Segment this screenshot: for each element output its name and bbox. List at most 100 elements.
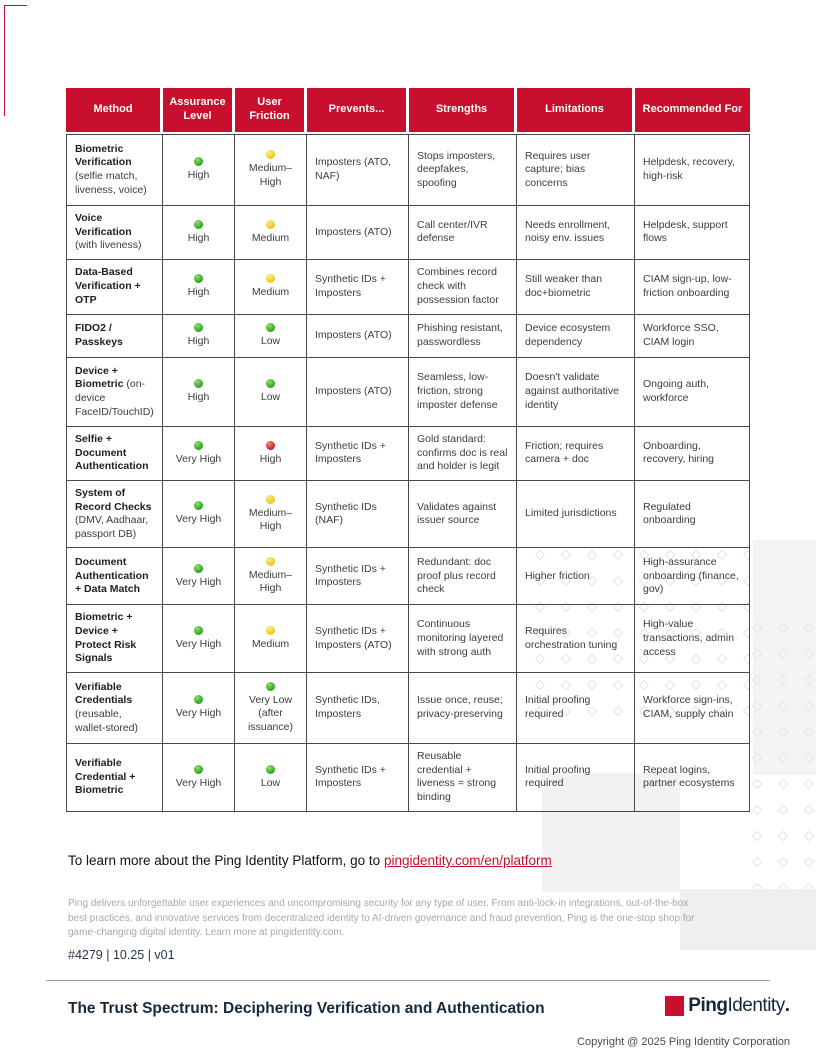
corner-bracket-mark xyxy=(4,5,27,116)
table-row: Verifiable Credentials (reusable, wallet… xyxy=(66,673,750,745)
method-name: Document Authentication + Data Match xyxy=(75,556,149,596)
assurance-cell: High xyxy=(163,357,235,427)
assurance-dot-icon xyxy=(194,157,203,167)
method-cell: Document Authentication + Data Match xyxy=(66,548,163,606)
friction-cell: Low xyxy=(235,314,307,358)
assurance-level: Very High xyxy=(175,575,222,588)
friction-dot-icon xyxy=(266,274,275,284)
limitations-cell: Needs enrollment, noisy env. issues xyxy=(517,206,635,260)
table-row: System of Record Checks (DMV, Aadhaar, p… xyxy=(66,480,750,549)
recommended-cell: Regulated onboarding xyxy=(635,480,750,549)
assurance-level: High xyxy=(187,391,210,404)
background-square xyxy=(542,773,680,892)
strengths-cell: Stops imposters, deepfakes, spoofing xyxy=(409,134,517,206)
logo-trademark-dot: . xyxy=(784,995,790,1016)
method-name: Selfie + Document Authentication xyxy=(75,432,149,473)
strengths-cell: Combines record check with possession fa… xyxy=(409,259,517,315)
method-cell: Verifiable Credential + Biometric xyxy=(66,744,163,812)
method-note: (on-device FaceID/TouchID) xyxy=(75,378,154,418)
limitations-cell: Limited jurisdictions xyxy=(517,480,635,549)
friction-cell: Medium–High xyxy=(235,480,307,549)
table-header-row: Method Assurance Level User Friction Pre… xyxy=(66,88,750,134)
assurance-cell: Very High xyxy=(163,480,235,549)
method-cell: System of Record Checks (DMV, Aadhaar, p… xyxy=(66,480,163,549)
assurance-cell: Very High xyxy=(163,426,235,481)
method-cell: Verifiable Credentials (reusable, wallet… xyxy=(66,673,163,745)
method-name: Biometric + Device + Protect Risk Signal… xyxy=(75,611,137,665)
friction-cell: High xyxy=(235,426,307,481)
platform-link[interactable]: pingidentity.com/en/platform xyxy=(383,853,552,868)
table-row: Device + Biometric (on-device FaceID/Tou… xyxy=(66,357,750,427)
friction-cell: Very Low (after issuance) xyxy=(235,673,307,745)
method-cell: Biometric Verification (selfie match, li… xyxy=(66,134,163,206)
friction-dot-icon xyxy=(266,219,275,229)
recommended-cell: CIAM sign-up, low-friction onboarding xyxy=(635,259,750,315)
column-header-assurance: Assurance Level xyxy=(163,88,235,134)
friction-level: Medium xyxy=(251,286,290,299)
assurance-dot-icon xyxy=(194,440,203,450)
method-name: Biometric Verification xyxy=(75,142,132,169)
recommended-cell: Helpdesk, support flows xyxy=(635,206,750,260)
assurance-dot-icon xyxy=(194,501,203,511)
strengths-cell: Reusable credential + liveness = strong … xyxy=(409,744,517,812)
friction-cell: Low xyxy=(235,744,307,812)
friction-dot-icon xyxy=(266,494,275,504)
column-header-recommended: Recommended For xyxy=(635,88,750,134)
strengths-cell: Seamless, low-friction, strong imposter … xyxy=(409,357,517,427)
assurance-dot-icon xyxy=(194,323,203,333)
diamond-pattern xyxy=(744,615,816,893)
table-row: Data-Based Verification + OTP High Mediu… xyxy=(66,259,750,315)
assurance-dot-icon xyxy=(194,379,203,389)
strengths-cell: Gold standard: confirms doc is real and … xyxy=(409,426,517,481)
assurance-dot-icon xyxy=(194,563,203,573)
assurance-dot-icon xyxy=(194,764,203,774)
logo-red-square-icon xyxy=(665,996,685,1016)
assurance-level: Very High xyxy=(175,776,222,789)
verification-methods-table: Method Assurance Level User Friction Pre… xyxy=(66,88,750,812)
prevents-cell: Synthetic IDs, Imposters xyxy=(307,673,409,745)
friction-cell: Medium xyxy=(235,605,307,674)
method-name: FIDO2 / Passkeys xyxy=(75,322,123,348)
logo-text-light: Identity xyxy=(727,995,785,1016)
assurance-cell: High xyxy=(163,206,235,260)
prevents-cell: Imposters (ATO) xyxy=(307,357,409,427)
friction-dot-icon xyxy=(266,150,275,160)
friction-cell: Medium–High xyxy=(235,548,307,606)
method-note: (selfie match, liveness, voice) xyxy=(75,170,147,196)
prevents-cell: Synthetic IDs + Imposters xyxy=(307,744,409,812)
table-row: Biometric Verification (selfie match, li… xyxy=(66,134,750,206)
assurance-dot-icon xyxy=(194,625,203,635)
assurance-level: Very High xyxy=(175,707,222,720)
friction-dot-icon xyxy=(266,440,275,450)
table-row: Verifiable Credential + Biometric Very H… xyxy=(66,744,750,812)
assurance-dot-icon xyxy=(194,695,203,705)
friction-dot-icon xyxy=(266,556,275,566)
assurance-dot-icon xyxy=(194,274,203,284)
table-row: Selfie + Document Authentication Very Hi… xyxy=(66,426,750,481)
assurance-level: Very High xyxy=(175,637,222,650)
friction-level: High xyxy=(259,452,282,465)
strengths-cell: Validates against issuer source xyxy=(409,480,517,549)
assurance-cell: High xyxy=(163,134,235,206)
limitations-cell: Still weaker than doc+biometric xyxy=(517,259,635,315)
limitations-cell: Doesn't validate against authoritative i… xyxy=(517,357,635,427)
recommended-cell: Workforce SSO, CIAM login xyxy=(635,314,750,358)
prevents-cell: Imposters (ATO, NAF) xyxy=(307,134,409,206)
prevents-cell: Synthetic IDs (NAF) xyxy=(307,480,409,549)
assurance-dot-icon xyxy=(194,219,203,229)
method-note: (with liveness) xyxy=(75,239,142,252)
assurance-level: Very High xyxy=(175,513,222,526)
table-body: Biometric Verification (selfie match, li… xyxy=(66,134,750,812)
method-cell: Selfie + Document Authentication xyxy=(66,426,163,481)
column-header-friction: User Friction xyxy=(235,88,307,134)
method-cell: Voice Verification (with liveness) xyxy=(66,206,163,260)
limitations-cell: Requires user capture; bias concerns xyxy=(517,134,635,206)
recommended-cell: High-value transactions, admin access xyxy=(635,605,750,674)
recommended-cell: Workforce sign-ins, CIAM, supply chain xyxy=(635,673,750,745)
method-note: (DMV, Aadhaar, passport DB) xyxy=(75,514,149,540)
method-name: Device + Biometric xyxy=(75,364,124,391)
method-name: System of Record Checks xyxy=(75,486,152,513)
method-name: Verifiable Credential + Biometric xyxy=(75,756,136,797)
recommended-cell: Repeat logins, partner ecosystems xyxy=(635,744,750,812)
